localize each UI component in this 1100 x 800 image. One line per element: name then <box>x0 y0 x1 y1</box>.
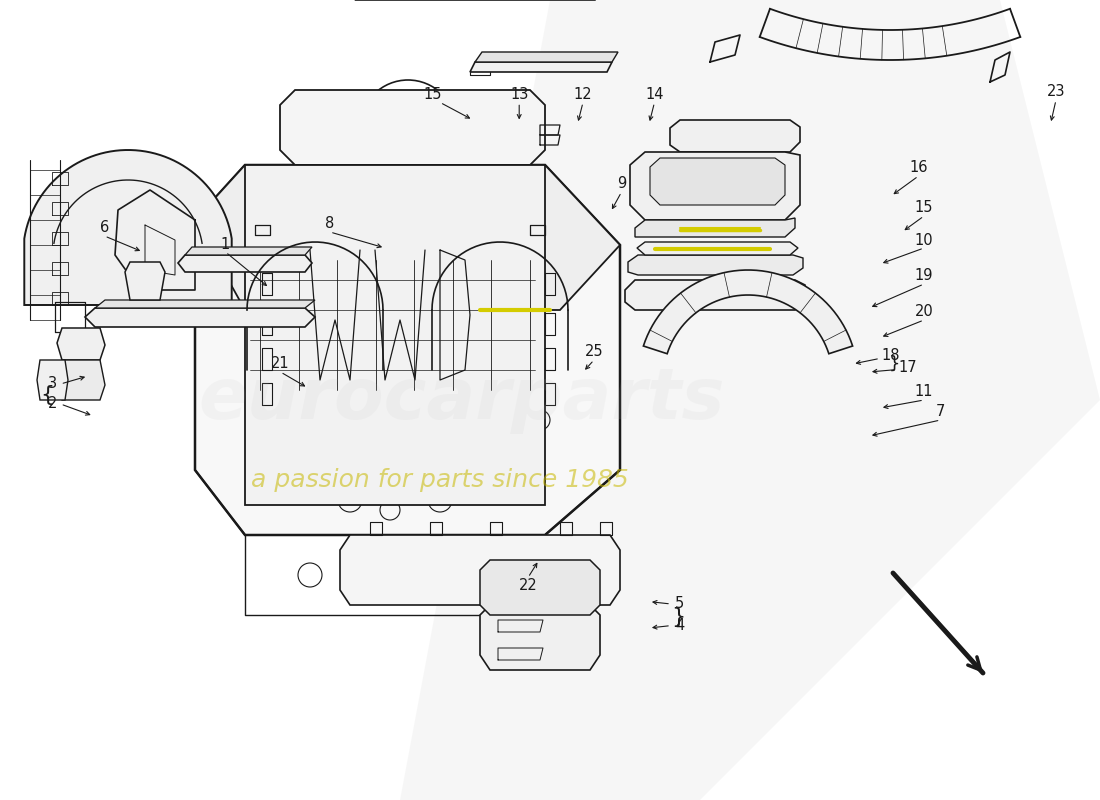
Text: 14: 14 <box>646 87 663 102</box>
Polygon shape <box>125 262 165 300</box>
Polygon shape <box>280 90 544 165</box>
Polygon shape <box>185 247 312 255</box>
Polygon shape <box>630 152 800 220</box>
Text: 5: 5 <box>675 597 684 611</box>
Text: a passion for parts since 1985: a passion for parts since 1985 <box>251 468 629 492</box>
Text: }: } <box>889 355 900 373</box>
Text: }: } <box>672 606 685 627</box>
Text: 22: 22 <box>518 578 538 593</box>
Polygon shape <box>644 270 852 354</box>
Polygon shape <box>637 242 798 255</box>
Text: 23: 23 <box>1047 85 1065 99</box>
Polygon shape <box>480 605 600 670</box>
Text: {: { <box>41 385 54 405</box>
Polygon shape <box>625 280 805 310</box>
Polygon shape <box>400 0 1100 800</box>
Polygon shape <box>340 535 620 605</box>
Text: 15: 15 <box>915 201 933 215</box>
Polygon shape <box>470 62 612 72</box>
Text: 20: 20 <box>914 305 934 319</box>
Text: 10: 10 <box>915 233 933 247</box>
Polygon shape <box>57 328 104 360</box>
Polygon shape <box>24 150 232 305</box>
Text: 6: 6 <box>100 221 109 235</box>
Text: 18: 18 <box>882 349 900 363</box>
Text: 11: 11 <box>915 385 933 399</box>
Text: 16: 16 <box>910 161 927 175</box>
Text: 21: 21 <box>272 357 289 371</box>
Text: 17: 17 <box>899 361 916 375</box>
Text: 12: 12 <box>574 87 592 102</box>
Text: 7: 7 <box>936 405 945 419</box>
Polygon shape <box>475 52 618 62</box>
Text: 2: 2 <box>48 397 57 411</box>
Text: 1: 1 <box>221 237 230 251</box>
Polygon shape <box>245 165 544 505</box>
Polygon shape <box>95 300 315 308</box>
Text: eurocarparts: eurocarparts <box>199 366 725 434</box>
Text: 8: 8 <box>326 217 334 231</box>
Polygon shape <box>628 255 803 275</box>
Polygon shape <box>37 360 68 400</box>
Polygon shape <box>650 158 785 205</box>
Polygon shape <box>178 255 312 272</box>
Text: 4: 4 <box>675 618 684 633</box>
Polygon shape <box>85 308 315 327</box>
Text: 9: 9 <box>617 177 626 191</box>
Text: 15: 15 <box>424 87 441 102</box>
Polygon shape <box>195 165 620 310</box>
Polygon shape <box>670 120 800 152</box>
Text: 19: 19 <box>915 269 933 283</box>
Text: 25: 25 <box>585 345 603 359</box>
Polygon shape <box>57 360 104 400</box>
Text: 3: 3 <box>48 377 57 391</box>
Polygon shape <box>480 560 600 615</box>
Polygon shape <box>195 165 620 535</box>
Polygon shape <box>635 218 795 237</box>
Text: 13: 13 <box>510 87 528 102</box>
